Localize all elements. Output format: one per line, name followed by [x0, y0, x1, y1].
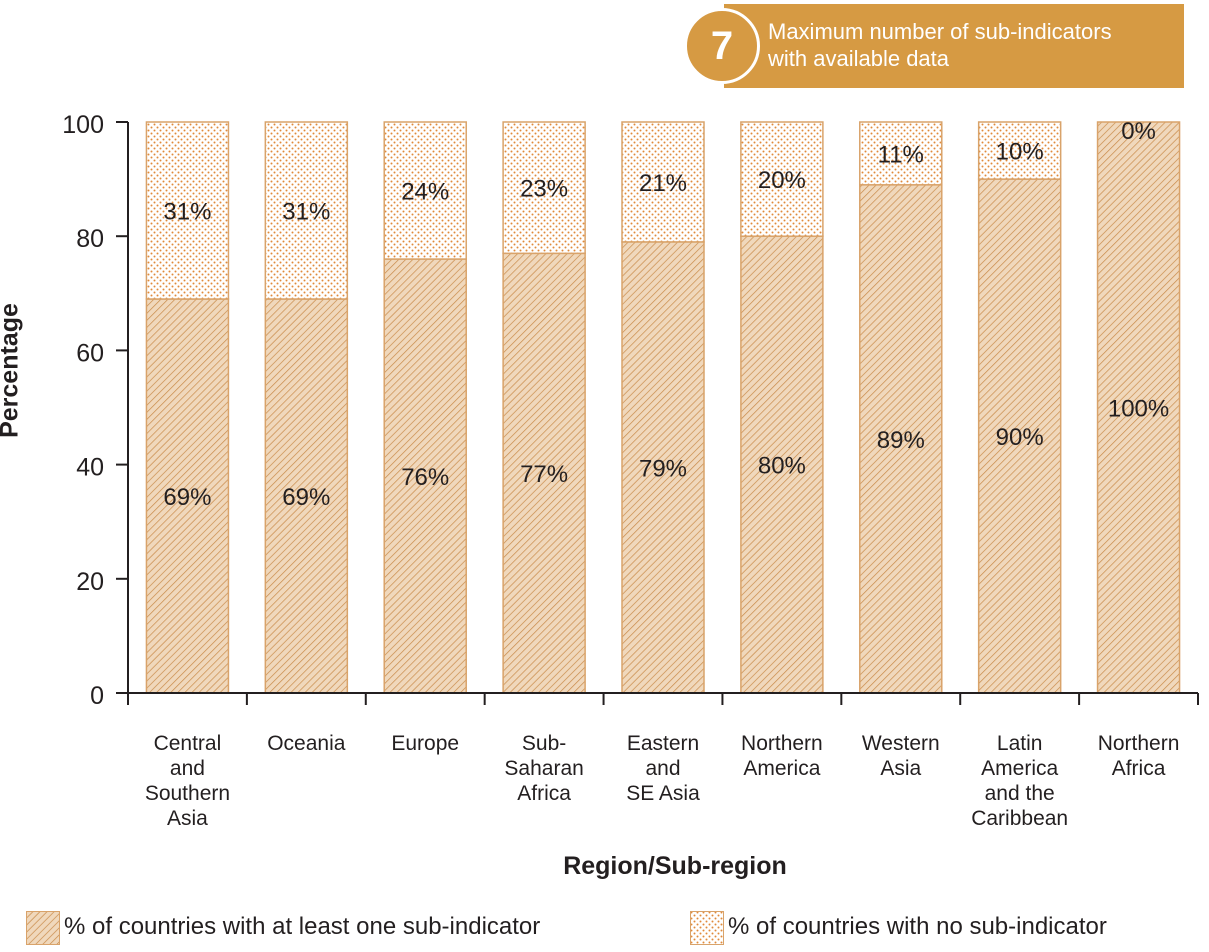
legend-label-no-subindicator: % of countries with no sub-indicator [728, 913, 1107, 940]
bar-segment-at-least-one [859, 184, 943, 694]
y-axis-title: Percentage [0, 303, 24, 438]
bar-segment-at-least-one [145, 298, 230, 694]
bar-label-no-subindicator: 21% [639, 170, 687, 197]
dots-swatch-icon [690, 911, 724, 945]
bar-label-at-least-one: 76% [401, 464, 449, 491]
bar-segment-no-subindicator [383, 121, 467, 260]
bar-segment-at-least-one [383, 258, 467, 694]
bar-label-no-subindicator: 10% [996, 139, 1044, 166]
bar-label-at-least-one: 80% [758, 453, 806, 480]
x-tick-label: Northern America [741, 732, 823, 780]
bar-segment-at-least-one [740, 235, 824, 694]
bar-segment-no-subindicator [977, 121, 1062, 180]
y-tick-label: 80 [76, 225, 104, 253]
bars-layer [145, 121, 1181, 694]
bar-segment-no-subindicator [502, 121, 586, 255]
bar-segment-no-subindicator [264, 121, 349, 300]
x-tick-label: Western Asia [862, 732, 940, 780]
x-tick-label: Oceania [267, 732, 346, 755]
x-tick-label: Europe [391, 732, 459, 755]
x-tick-label: Latin America and the Caribbean [971, 732, 1068, 830]
bar-label-at-least-one: 69% [163, 484, 211, 511]
bar-label-at-least-one: 77% [520, 461, 568, 488]
axes-layer [116, 121, 1199, 705]
x-tick-label: Eastern and SE Asia [626, 732, 700, 805]
labels-layer: 69% 31% Central and Southern Asia 69% 31% Oceani… [62, 111, 1179, 830]
badge-circle [684, 8, 760, 84]
badge-banner [724, 4, 1184, 88]
bar-segment-at-least-one [977, 178, 1062, 694]
legend: % of countries with at least one sub-ind… [26, 909, 1206, 949]
y-tick-label: 100 [62, 111, 104, 139]
y-tick-label: 0 [90, 682, 104, 710]
bar-label-at-least-one: 79% [639, 455, 687, 482]
bar-label-no-subindicator: 11% [878, 141, 924, 168]
bar-label-no-subindicator: 20% [758, 167, 806, 194]
badge-text: Maximum number of sub-indicators with av… [768, 18, 1178, 72]
bar-segment-no-subindicator [740, 121, 824, 237]
bar-label-at-least-one: 90% [996, 424, 1044, 451]
y-tick-label: 20 [76, 568, 104, 596]
bar-label-at-least-one: 69% [282, 484, 330, 511]
x-tick-label: Northern Africa [1098, 732, 1180, 780]
hatch-swatch-icon [26, 911, 60, 945]
bar-label-no-subindicator: 0% [1121, 118, 1156, 145]
bar-label-no-subindicator: 31% [282, 199, 330, 226]
bar-segment-at-least-one [1096, 121, 1181, 694]
badge-number: 7 [710, 24, 734, 68]
x-tick-label: Sub-Saharan Africa [504, 732, 583, 805]
bar-label-at-least-one: 100% [1108, 396, 1169, 423]
bar-label-no-subindicator: 24% [401, 179, 449, 206]
legend-label-at-least-one: % of countries with at least one sub-ind… [64, 913, 541, 940]
x-tick-label: Central and Southern Asia [145, 732, 230, 830]
y-tick-label: 60 [76, 339, 104, 367]
y-tick-label: 40 [76, 454, 104, 482]
max-subindicators-badge: 7 Maximum number of sub-indicators with … [684, 4, 1184, 88]
badge-text-line2: with available data [768, 46, 950, 71]
bar-label-no-subindicator: 23% [520, 176, 568, 203]
bar-segment-no-subindicator [859, 121, 943, 186]
bar-segment-no-subindicator [621, 121, 705, 243]
bar-label-at-least-one: 89% [877, 427, 925, 454]
badge-text-line1: Maximum number of sub-indicators [768, 19, 1112, 44]
x-axis-title: Region/Sub-region [563, 852, 787, 880]
bar-label-no-subindicator: 31% [163, 199, 211, 226]
bar-segment-no-subindicator [145, 121, 230, 300]
